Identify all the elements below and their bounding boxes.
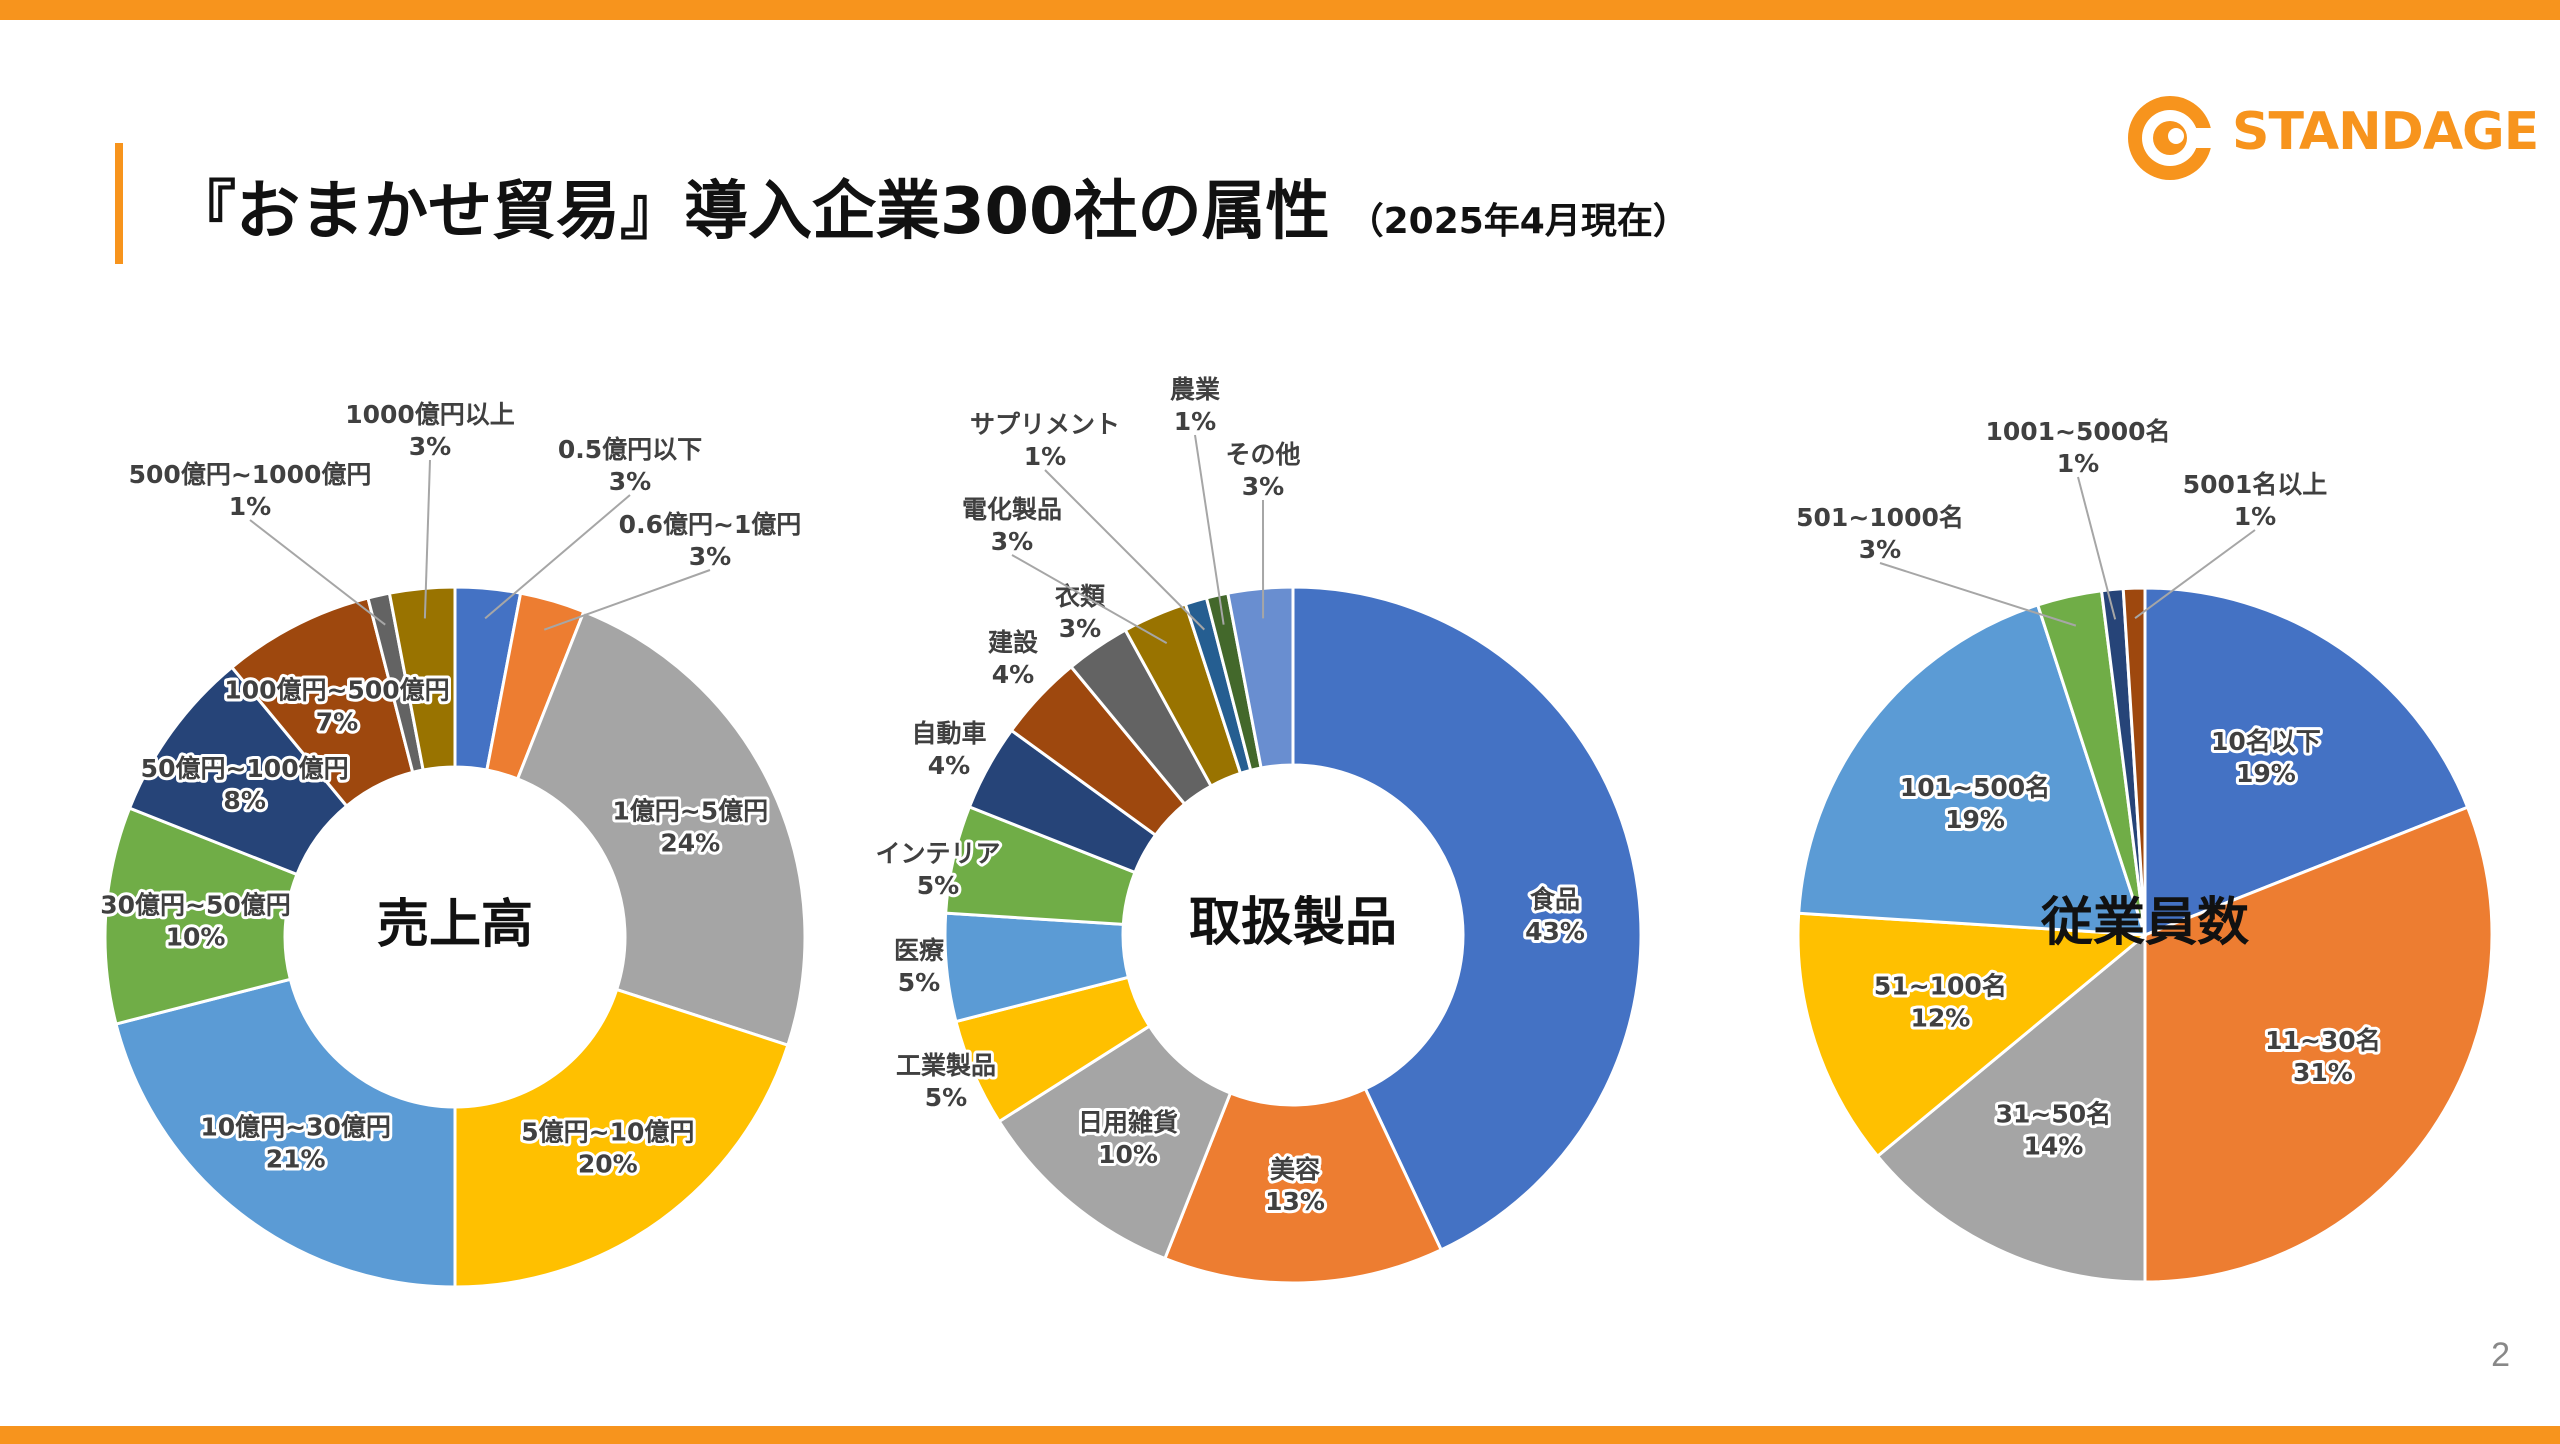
- slice-10: [387, 585, 457, 772]
- slice-4: [1796, 911, 2149, 1159]
- slice-6: [103, 806, 299, 1026]
- slice-8: [2121, 586, 2147, 936]
- slice-4: [453, 987, 790, 1289]
- data-label: 自動車 4%: [911, 719, 986, 780]
- data-label: 10名以下 19%: [2211, 727, 2321, 788]
- page-title-date: （2025年4月現在）: [1347, 201, 1689, 242]
- data-label: 31~50名 14%: [1996, 1100, 2112, 1161]
- data-label: 5001名以上 1%: [2183, 470, 2328, 531]
- data-label: 美容 13%: [1265, 1155, 1325, 1216]
- leader-line: [423, 459, 431, 619]
- data-label: 501~1000名 3%: [1796, 503, 1964, 564]
- data-label: 30億円~50億円 10%: [100, 891, 291, 952]
- slice-5: [114, 977, 457, 1289]
- slice-1: [1291, 585, 1643, 1252]
- slice-13: [1226, 585, 1295, 770]
- slice-2: [1162, 1086, 1444, 1285]
- data-label: 電化製品 3%: [962, 495, 1062, 556]
- leader-line: [1879, 562, 2077, 627]
- chart-2: [943, 585, 1643, 1285]
- slice-3: [1875, 931, 2147, 1284]
- slice-1: [2143, 586, 2470, 938]
- chart-center-title: 取扱製品: [1189, 893, 1397, 953]
- data-label: 11~30名 31%: [2265, 1026, 2381, 1087]
- leader-line: [2134, 529, 2256, 619]
- slice-3: [515, 609, 807, 1048]
- data-label: 衣類 3%: [1055, 582, 1106, 643]
- data-label: サプリメント 1%: [970, 410, 1120, 471]
- data-label: 農業 1%: [1170, 375, 1220, 436]
- leader-line: [2077, 476, 2117, 620]
- chart-center-title: 売上高: [377, 895, 533, 955]
- data-label: 0.5億円以下 3%: [558, 435, 702, 496]
- bottom-accent-bar: [0, 1426, 2560, 1444]
- leader-line: [1044, 469, 1205, 631]
- data-label: 51~100名 12%: [1874, 971, 2007, 1032]
- title-accent-bar: [115, 143, 123, 264]
- data-label: インテリア 5%: [875, 839, 1000, 900]
- top-accent-bar: [0, 0, 2560, 20]
- page-title: 『おまかせ貿易』導入企業300社の属性 （2025年4月現在）: [172, 160, 1689, 252]
- data-label: 1000億円以上 3%: [345, 400, 515, 461]
- leader-line: [1011, 554, 1168, 645]
- slice-2: [2143, 805, 2494, 1284]
- data-label: 101~500名 19%: [1900, 773, 2050, 834]
- page-title-main: 『おまかせ貿易』導入企業300社の属性: [172, 175, 1330, 249]
- page-number: 2: [2491, 1336, 2510, 1374]
- data-label: 工業製品 5%: [896, 1051, 996, 1112]
- data-label: 日用雑貨 10%: [1078, 1108, 1178, 1169]
- data-label: 1001~5000名 1%: [1985, 417, 2170, 478]
- data-label: 1億円~5億円 24%: [612, 796, 768, 857]
- leader-line: [249, 519, 386, 626]
- data-label: 0.6億円~1億円 3%: [619, 510, 802, 571]
- data-label: 10億円~30億円 21%: [200, 1112, 391, 1173]
- slice-3: [997, 1024, 1233, 1261]
- leader-line: [543, 569, 711, 631]
- chart-3: [1796, 586, 2494, 1284]
- data-label: 500億円~1000億円 1%: [129, 460, 372, 521]
- slice-5: [1797, 603, 2148, 937]
- leader-line: [484, 494, 631, 620]
- data-label: 医療 5%: [894, 936, 944, 997]
- logo-text: STANDAGE: [2232, 102, 2539, 162]
- data-label: 建設 4%: [988, 628, 1039, 689]
- chart-1: [103, 585, 807, 1289]
- data-label: その他 3%: [1225, 440, 1300, 501]
- chart-center-title: 従業員数: [2040, 893, 2249, 953]
- leader-line: [1194, 434, 1225, 625]
- data-label: 食品 43%: [1525, 885, 1585, 946]
- data-label: 100億円~500億円 7%: [224, 675, 449, 736]
- data-label: 50億円~100億円 8%: [141, 754, 349, 815]
- data-label: 5億円~10億円 20%: [521, 1117, 694, 1178]
- standage-c-logo-icon: [2128, 96, 2216, 180]
